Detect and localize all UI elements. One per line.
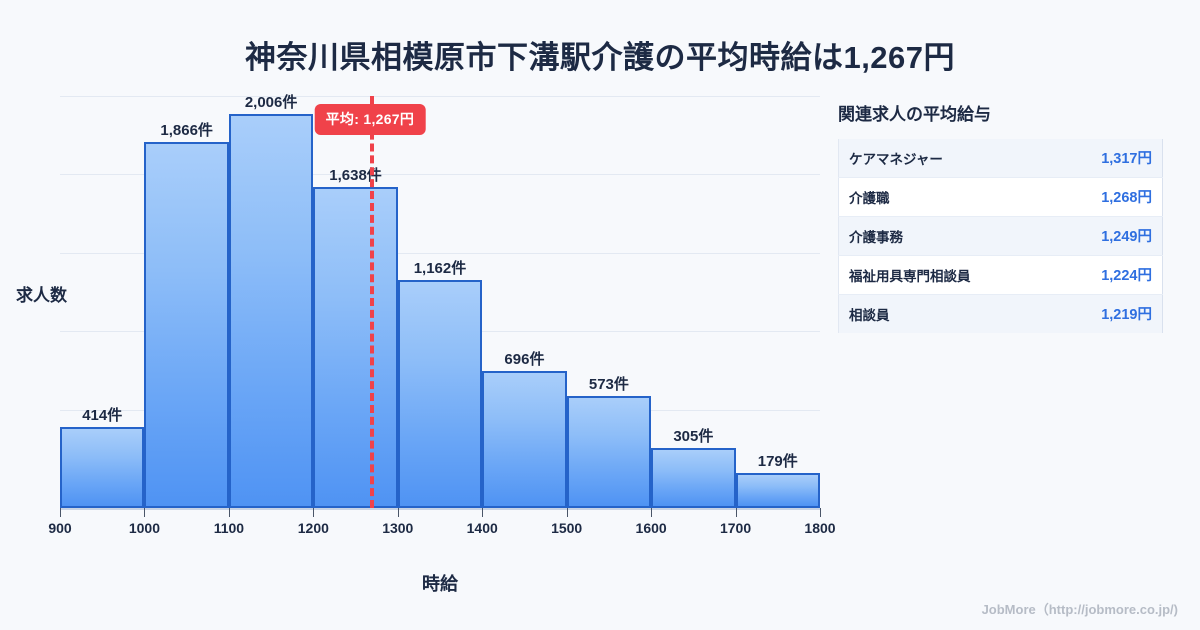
bar-value-label: 696件: [504, 351, 545, 369]
gridline: [60, 96, 820, 97]
x-axis-tick-label: 1400: [466, 520, 498, 536]
table-row[interactable]: 介護職 1,268円: [838, 177, 1163, 217]
histogram-bar[interactable]: [144, 141, 229, 508]
x-axis-tick-label: 900: [48, 520, 72, 536]
histogram-chart: 求人数 414件 1,866件 2,006件 1,638件 1,162件 696件 573件…: [16, 94, 836, 594]
histogram-bar[interactable]: [313, 186, 398, 508]
footer-watermark: JobMore（http://jobmore.co.jp/): [981, 602, 1178, 617]
bar-value-label: 1,866件: [160, 121, 213, 139]
x-axis-tick-label: 1800: [804, 520, 836, 536]
bar-value-label: 179件: [757, 452, 798, 470]
job-role-label: ケアマネジャー: [838, 139, 1055, 178]
job-role-label: 介護職: [838, 177, 1055, 217]
x-axis-baseline: [60, 508, 820, 510]
job-role-label: 福祉用具専門相談員: [838, 255, 1055, 295]
histogram-bar[interactable]: [735, 472, 820, 508]
x-axis-tick: [228, 508, 230, 517]
average-salary-value: 1,224円: [1054, 255, 1163, 295]
histogram-bar[interactable]: [482, 371, 567, 508]
job-role-label: 相談員: [849, 307, 890, 323]
x-axis-tick-label: 1700: [719, 520, 752, 536]
related-salary-table: ケアマネジャー 1,317円 介護職 1,268円 介護事務 1,249円 福祉用具専門相談…: [838, 139, 1163, 333]
x-axis-tick-label: 1600: [635, 520, 667, 536]
plot-area: 414件 1,866件 2,006件 1,638件 1,162件 696件 573件 305件…: [48, 94, 835, 536]
average-salary-value: 1,317円: [1054, 139, 1163, 178]
x-axis-tick: [144, 508, 146, 517]
average-salary-value: 1,268円: [1054, 177, 1163, 217]
histogram-bar[interactable]: [566, 395, 652, 508]
x-axis-tick-label: 1300: [382, 520, 414, 536]
average-marker-line: [369, 96, 374, 508]
table-row[interactable]: 相談員 1,219円: [838, 294, 1163, 333]
average-salary-value: 1,219円: [1101, 307, 1152, 323]
x-axis-tick-label: 1500: [551, 520, 583, 536]
x-axis-tick-label: 1000: [128, 520, 161, 536]
related-salary-title: 関連求人の平均給与: [838, 105, 991, 124]
average-salary-value: 1,249円: [1054, 216, 1163, 256]
table-row[interactable]: 福祉用具専門相談員 1,224円: [838, 255, 1163, 295]
gridline: [60, 252, 820, 254]
x-axis-tick: [735, 508, 737, 517]
x-axis-tick: [820, 508, 821, 517]
histogram-bar[interactable]: [228, 114, 314, 508]
bar-value-label: 1,162件: [413, 260, 467, 278]
bar-value-label: 2,006件: [244, 94, 298, 112]
histogram-bar[interactable]: [397, 280, 483, 508]
x-axis-tick: [60, 508, 61, 517]
bar-value-label: 414件: [82, 406, 123, 424]
page-title: 神奈川県相模原市下溝駅介護の平均時給は1,267円: [244, 40, 956, 75]
related-salary-panel: 関連求人の平均給与 ケアマネジャー 1,317円 介護職 1,268円 介護事務 1,24…: [838, 100, 1168, 333]
histogram-bar[interactable]: [60, 426, 145, 508]
table-row[interactable]: ケアマネジャー 1,317円: [838, 139, 1163, 178]
x-axis-tick-label: 1100: [213, 520, 245, 536]
gridline: [60, 174, 820, 176]
x-axis-tick: [566, 508, 568, 517]
job-role-label: 介護事務: [838, 216, 1055, 256]
x-axis-tick: [651, 508, 653, 517]
average-marker-badge: 平均: 1,267円: [314, 104, 426, 135]
bar-value-label: 573件: [588, 375, 629, 393]
bar-value-label: 1,638件: [329, 166, 382, 184]
x-axis-tick: [397, 508, 399, 517]
histogram-bar[interactable]: [651, 448, 736, 508]
x-axis-tick: [482, 508, 484, 517]
y-axis-title: 求人数: [16, 286, 67, 305]
x-axis-tick-label: 1200: [297, 520, 329, 536]
x-axis-title: 時給: [422, 574, 458, 594]
table-row[interactable]: 介護事務 1,249円: [838, 216, 1163, 256]
x-axis-tick: [313, 508, 315, 517]
bar-value-label: 305件: [673, 428, 714, 446]
